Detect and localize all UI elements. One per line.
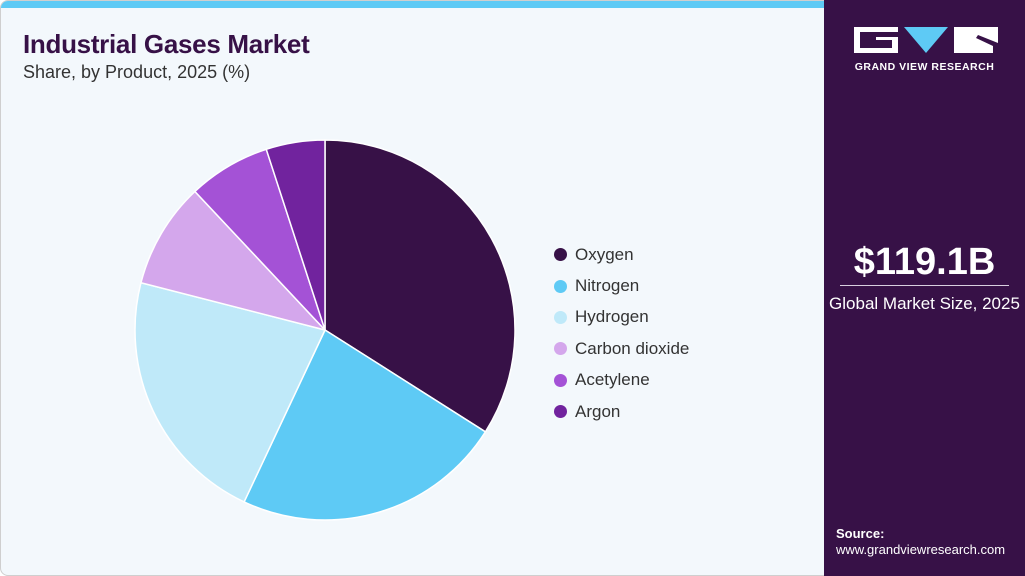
chart-subtitle: Share, by Product, 2025 (%) [23, 62, 251, 82]
source-label: Source: [836, 526, 885, 541]
pie-slice-oxygen [324, 139, 516, 433]
legend-item-nitrogen: Nitrogen [554, 270, 689, 301]
market-size-label: Global Market Size, 2025 [829, 294, 1020, 313]
legend-swatch-icon [554, 405, 567, 419]
accent-bar [1, 1, 825, 8]
info-sidebar: GRAND VIEW RESEARCH $119.1B Global Marke… [824, 0, 1025, 576]
legend-item-acetylene: Acetylene [554, 365, 689, 396]
logo-text: GRAND VIEW RESEARCH [854, 61, 995, 73]
legend-swatch-icon [554, 373, 567, 387]
pie-slice-hydrogen [134, 281, 327, 503]
pie-slice-argon [265, 139, 326, 331]
source-link[interactable]: www.grandviewresearch.com [836, 542, 1006, 557]
pie-slice-nitrogen [243, 328, 487, 521]
grand-view-research-logo-icon [854, 27, 998, 53]
legend-item-argon: Argon [554, 396, 689, 427]
legend-swatch-icon [554, 279, 567, 293]
legend-item-hydrogen: Hydrogen [554, 302, 689, 333]
legend-label: Argon [575, 401, 621, 421]
market-size-value: $119.1B [853, 241, 996, 283]
legend-item-carbon-dioxide: Carbon dioxide [554, 333, 689, 364]
legend-label: Hydrogen [575, 307, 649, 327]
legend-swatch-icon [554, 248, 567, 262]
pie-chart [134, 139, 516, 521]
legend-label: Oxygen [575, 244, 634, 264]
legend-label: Carbon dioxide [575, 338, 690, 358]
legend: Oxygen Nitrogen Hydrogen Carbon dioxide … [554, 239, 689, 427]
legend-label: Acetylene [575, 370, 650, 390]
legend-item-oxygen: Oxygen [554, 239, 689, 270]
pie-slice-carbon-dioxide [140, 190, 328, 332]
chart-title: Industrial Gases Market [23, 29, 310, 59]
legend-label: Nitrogen [575, 276, 640, 296]
divider [840, 285, 1009, 286]
legend-swatch-icon [554, 310, 567, 324]
legend-swatch-icon [554, 342, 567, 356]
